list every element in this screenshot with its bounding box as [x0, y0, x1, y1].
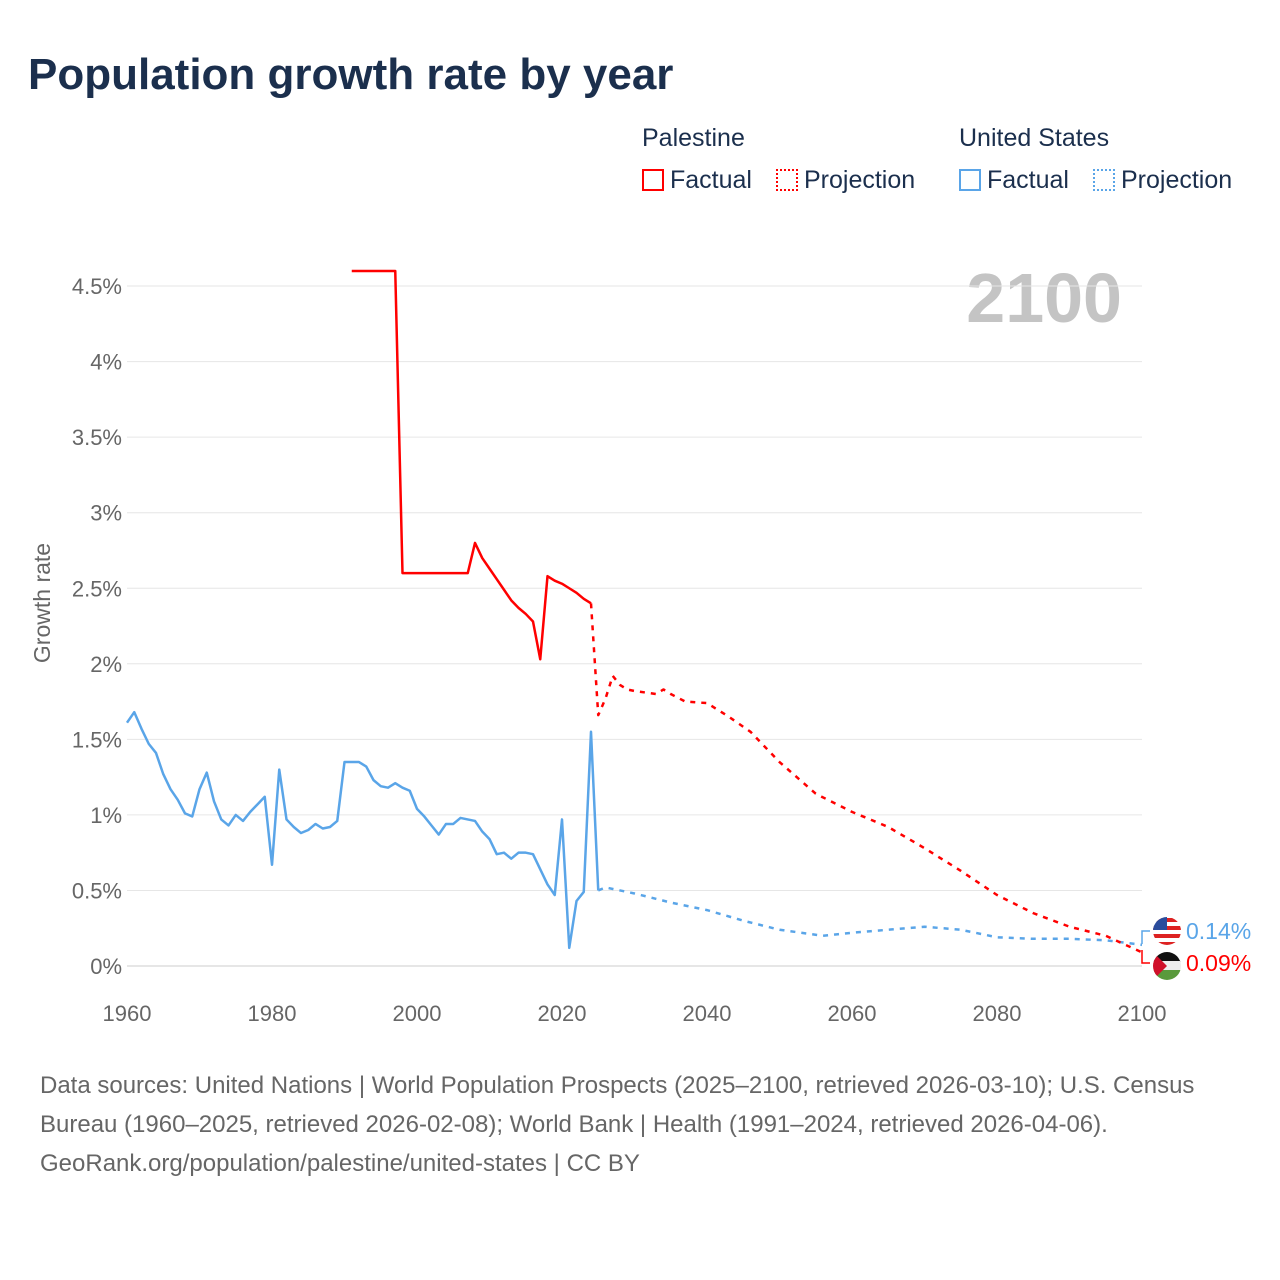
us-end-marker: 0.14%	[1141, 917, 1251, 945]
y-tick-label: 4%	[90, 350, 122, 375]
y-tick-label: 0.5%	[72, 878, 122, 903]
legend-us-projection[interactable]: Projection	[1093, 166, 1232, 195]
x-tick-label: 1980	[248, 1001, 297, 1026]
ps-end-marker: 0.09%	[1141, 950, 1251, 980]
x-tick-label: 2020	[538, 1001, 587, 1026]
legend-label: Projection	[804, 166, 916, 194]
legend-palestine-title: Palestine	[642, 124, 745, 152]
credit-link[interactable]: GeoRank.org/population/palestine/united-…	[40, 1150, 640, 1177]
y-axis-label: Growth rate	[29, 543, 55, 663]
y-tick-label: 2.5%	[72, 576, 122, 601]
ps-end-value: 0.09%	[1186, 950, 1251, 976]
x-tick-label: 1960	[103, 1001, 152, 1026]
series-line-palestine-factual	[351, 269, 592, 661]
y-tick-label: 4.5%	[72, 274, 122, 299]
series-line-united-states-projection	[597, 886, 1143, 947]
legend-swatch	[1093, 169, 1115, 191]
legend-swatch	[776, 169, 798, 191]
y-tick-label: 3%	[90, 501, 122, 526]
page-title: Population growth rate by year	[28, 50, 674, 99]
x-tick-label: 2100	[1118, 1001, 1167, 1026]
palestine-flag-icon	[1153, 952, 1181, 980]
y-tick-label: 0%	[90, 954, 122, 979]
x-tick-label: 2060	[828, 1001, 877, 1026]
legend-label: Projection	[1121, 166, 1233, 194]
us-flag-icon	[1153, 917, 1181, 945]
legend-palestine-projection[interactable]: Projection	[776, 166, 915, 195]
y-tick-label: 1%	[90, 803, 122, 828]
us-end-value: 0.14%	[1186, 918, 1251, 944]
legend-swatch	[959, 169, 981, 191]
x-tick-label: 2040	[683, 1001, 732, 1026]
series-line-united-states-factual	[125, 710, 600, 950]
series-line-palestine-projection	[589, 603, 1143, 954]
y-tick-label: 1.5%	[72, 727, 122, 752]
y-tick-label: 3.5%	[72, 425, 122, 450]
legend-palestine-factual[interactable]: Factual	[642, 166, 752, 195]
legend-us-factual[interactable]: Factual	[959, 166, 1069, 195]
data-sources: Data sources: United Nations | World Pop…	[40, 1072, 1195, 1138]
legend-swatch	[642, 169, 664, 191]
year-label: 2100	[966, 259, 1122, 337]
legend-label: Factual	[670, 166, 752, 194]
legend-label: Factual	[987, 166, 1069, 194]
y-tick-label: 2%	[90, 652, 122, 677]
x-tick-label: 2000	[393, 1001, 442, 1026]
legend-us-title: United States	[959, 124, 1110, 152]
footer: Data sources: United Nations | World Pop…	[40, 1066, 1230, 1183]
x-tick-label: 2080	[973, 1001, 1022, 1026]
